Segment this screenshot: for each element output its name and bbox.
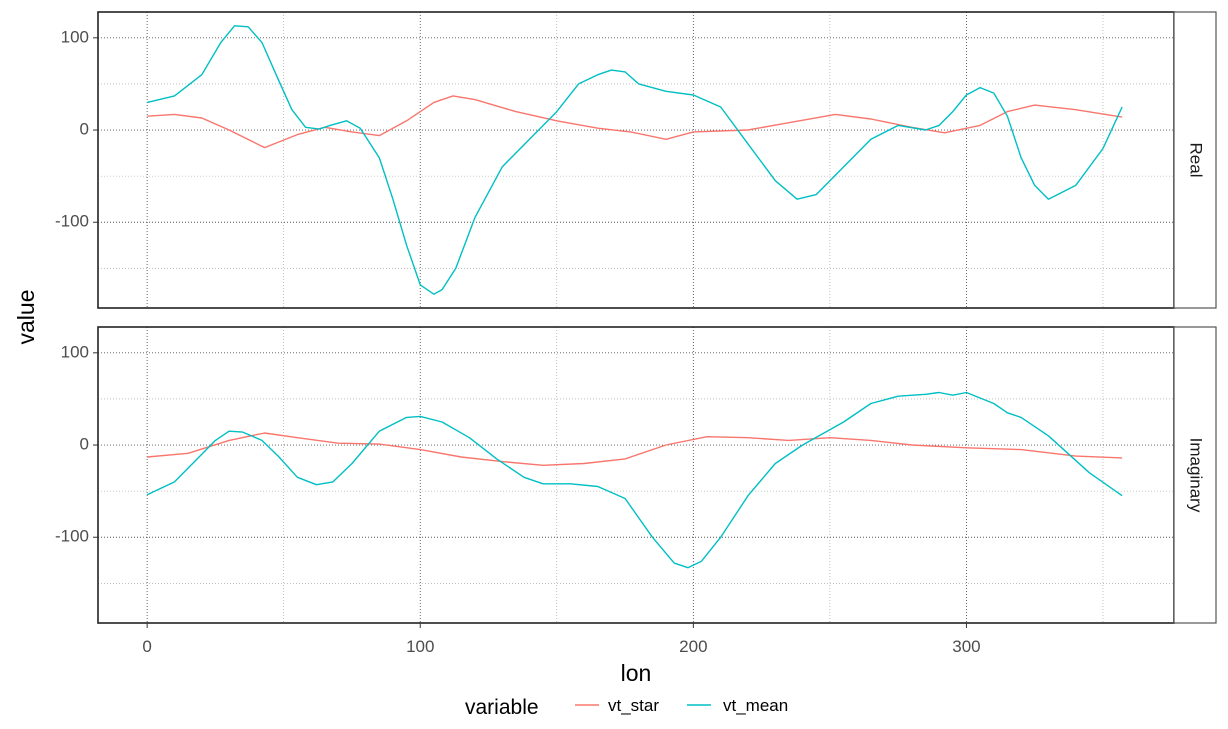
- y-tick-label: 100: [61, 27, 89, 46]
- y-tick-label: 100: [61, 342, 89, 361]
- y-axis-title: value: [13, 290, 39, 345]
- legend: variable vt_star vt_mean: [465, 696, 788, 719]
- strip-real-box: [1173, 11, 1217, 309]
- x-tick-label: 0: [142, 637, 151, 656]
- x-axis-title: lon: [621, 660, 652, 686]
- panel-real-lines: [147, 25, 1123, 295]
- y-tick-label: -100: [55, 212, 89, 231]
- legend-title: variable: [465, 696, 539, 719]
- y-tick-label: 0: [80, 120, 89, 139]
- x-tick-label: 100: [406, 637, 434, 656]
- panel-imaginary-y-axis: 100 0 -100: [55, 342, 98, 546]
- series-line-vt-star: [147, 432, 1123, 466]
- strip-imaginary-box: [1173, 326, 1217, 624]
- x-tick-label: 300: [952, 637, 980, 656]
- series-line-vt-star: [147, 95, 1123, 149]
- series-line-vt-mean: [146, 391, 1123, 569]
- panel-imaginary-grid: [98, 327, 1174, 623]
- y-tick-label: -100: [55, 527, 89, 546]
- y-tick-label: 0: [80, 435, 89, 454]
- series-line-vt-mean: [147, 25, 1123, 295]
- x-tick-label: 200: [679, 637, 707, 656]
- legend-label-vt-mean: vt_mean: [723, 696, 788, 715]
- panel-imaginary: Imaginary 100 0 -100: [55, 326, 1217, 624]
- legend-label-vt-star: vt_star: [608, 696, 659, 715]
- panel-real-grid: [98, 12, 1174, 308]
- strip-imaginary-label: Imaginary: [1187, 438, 1206, 513]
- panel-real-y-axis: 100 0 -100: [55, 27, 98, 231]
- panel-imaginary-lines: [146, 391, 1123, 569]
- x-axis: 0 100 200 300: [142, 623, 981, 656]
- strip-real-label: Real: [1187, 143, 1206, 178]
- panel-real: Real 100 0 -100: [55, 11, 1217, 309]
